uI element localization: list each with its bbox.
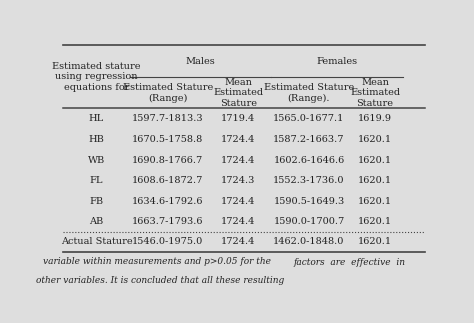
Text: 1546.0-1975.0: 1546.0-1975.0 — [132, 237, 203, 246]
Text: AB: AB — [89, 217, 103, 226]
Text: 1724.4: 1724.4 — [221, 237, 255, 246]
Text: Estimated Stature
(Range).: Estimated Stature (Range). — [264, 83, 354, 103]
Text: 1620.1: 1620.1 — [358, 135, 392, 144]
Text: factors  are  effective  in: factors are effective in — [293, 258, 405, 267]
Text: 1670.5-1758.8: 1670.5-1758.8 — [132, 135, 203, 144]
Text: 1690.8-1766.7: 1690.8-1766.7 — [132, 155, 203, 164]
Text: HL: HL — [89, 114, 104, 123]
Text: 1462.0-1848.0: 1462.0-1848.0 — [273, 237, 345, 246]
Text: 1663.7-1793.6: 1663.7-1793.6 — [132, 217, 204, 226]
Text: Males: Males — [185, 57, 215, 66]
Text: 1552.3-1736.0: 1552.3-1736.0 — [273, 176, 345, 185]
Text: WB: WB — [88, 155, 105, 164]
Text: Mean
Estimated
Stature: Mean Estimated Stature — [350, 78, 400, 108]
Text: 1719.4: 1719.4 — [221, 114, 255, 123]
Text: 1724.4: 1724.4 — [221, 155, 255, 164]
Text: 1620.1: 1620.1 — [358, 176, 392, 185]
Text: 1602.6-1646.6: 1602.6-1646.6 — [273, 155, 345, 164]
Text: 1620.1: 1620.1 — [358, 155, 392, 164]
Text: 1634.6-1792.6: 1634.6-1792.6 — [132, 197, 204, 206]
Text: 1590.0-1700.7: 1590.0-1700.7 — [273, 217, 345, 226]
Text: 1597.7-1813.3: 1597.7-1813.3 — [132, 114, 204, 123]
Text: 1724.4: 1724.4 — [221, 197, 255, 206]
Text: 1724.4: 1724.4 — [221, 135, 255, 144]
Text: Estimated Stature
(Range): Estimated Stature (Range) — [123, 83, 213, 103]
Text: 1724.4: 1724.4 — [221, 217, 255, 226]
Text: 1590.5-1649.3: 1590.5-1649.3 — [273, 197, 345, 206]
Text: variable within measurements and p>0.05 for the: variable within measurements and p>0.05 … — [43, 257, 271, 266]
Text: Females: Females — [317, 57, 357, 66]
Text: Mean
Estimated
Stature: Mean Estimated Stature — [213, 78, 264, 108]
Text: 1587.2-1663.7: 1587.2-1663.7 — [273, 135, 345, 144]
Text: 1619.9: 1619.9 — [358, 114, 392, 123]
Text: Actual Stature: Actual Stature — [61, 237, 132, 246]
Text: 1620.1: 1620.1 — [358, 217, 392, 226]
Text: other variables. It is concluded that all these resulting: other variables. It is concluded that al… — [36, 276, 284, 285]
Text: 1565.0-1677.1: 1565.0-1677.1 — [273, 114, 345, 123]
Text: HB: HB — [89, 135, 104, 144]
Text: FL: FL — [90, 176, 103, 185]
Text: Estimated stature
using regression
equations for: Estimated stature using regression equat… — [52, 62, 141, 92]
Text: 1724.3: 1724.3 — [221, 176, 255, 185]
Text: FB: FB — [89, 197, 103, 206]
Text: 1608.6-1872.7: 1608.6-1872.7 — [132, 176, 203, 185]
Text: 1620.1: 1620.1 — [358, 237, 392, 246]
Text: 1620.1: 1620.1 — [358, 197, 392, 206]
